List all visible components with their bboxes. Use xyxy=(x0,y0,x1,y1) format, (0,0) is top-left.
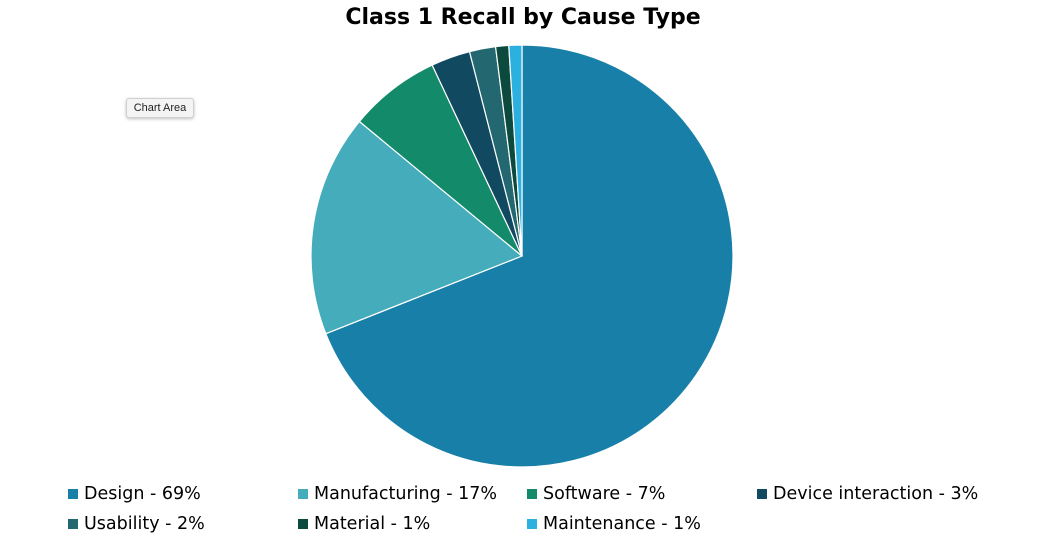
legend-item-device-interaction[interactable]: Device interaction - 3% xyxy=(757,484,978,504)
chart-title: Class 1 Recall by Cause Type xyxy=(345,5,701,30)
legend-swatch xyxy=(527,519,537,529)
legend-item-manufacturing[interactable]: Manufacturing - 17% xyxy=(298,484,497,504)
legend-item-maintenance[interactable]: Maintenance - 1% xyxy=(527,514,701,534)
legend-label: Usability - 2% xyxy=(84,514,205,534)
pie-slice-manufacturing[interactable] xyxy=(310,120,524,335)
legend-swatch xyxy=(68,519,78,529)
pie-slice-design[interactable] xyxy=(325,44,734,468)
legend-swatch xyxy=(757,489,767,499)
legend-swatch xyxy=(298,519,308,529)
legend-item-design[interactable]: Design - 69% xyxy=(68,484,201,504)
legend-swatch xyxy=(298,489,308,499)
pie-slice-maintenance[interactable] xyxy=(508,44,523,257)
legend-item-usability[interactable]: Usability - 2% xyxy=(68,514,205,534)
legend-swatch xyxy=(68,489,78,499)
legend-label: Design - 69% xyxy=(84,484,201,504)
legend-label: Software - 7% xyxy=(543,484,666,504)
legend-swatch xyxy=(527,489,537,499)
legend-label: Maintenance - 1% xyxy=(543,514,701,534)
legend-label: Material - 1% xyxy=(314,514,431,534)
chart-area-tooltip: Chart Area xyxy=(126,98,194,118)
legend-item-material[interactable]: Material - 1% xyxy=(298,514,430,534)
legend-label: Device interaction - 3% xyxy=(773,484,979,504)
legend-label: Manufacturing - 17% xyxy=(314,484,498,504)
legend-item-software[interactable]: Software - 7% xyxy=(527,484,665,504)
